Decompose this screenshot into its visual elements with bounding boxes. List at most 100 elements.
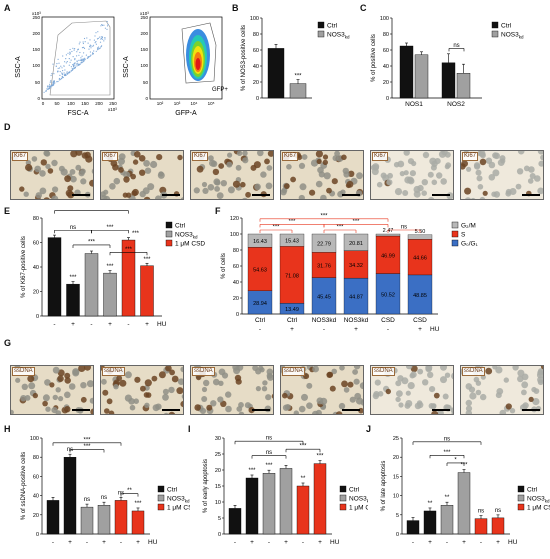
cell-nucleus (129, 404, 136, 411)
stacked-bar-segment (407, 274, 433, 315)
hu-label: HU (330, 539, 340, 546)
cell-nucleus (451, 410, 453, 414)
cell-nucleus (162, 393, 169, 401)
flow-event-dot (64, 69, 66, 71)
flow-event-dot (59, 79, 61, 81)
cell-nucleus (373, 391, 380, 398)
flow-event-dot (72, 64, 74, 67)
cell-nucleus (339, 366, 345, 371)
flow-event-dot (59, 74, 61, 76)
cell-nucleus (45, 163, 51, 170)
y-axis-label: % of cells (221, 253, 227, 279)
flow-event-dot (89, 55, 91, 57)
cell-nucleus (329, 385, 336, 392)
cell-nucleus (58, 396, 64, 402)
bar (399, 45, 414, 99)
cell-nucleus (465, 197, 471, 199)
cell-nucleus (495, 366, 503, 374)
cell-nucleus (485, 157, 493, 164)
cell-nucleus (201, 386, 208, 393)
segment-value-label: 34.32 (349, 263, 363, 269)
micrograph: NOS3kdKi67 (190, 150, 274, 200)
cell-nucleus (348, 170, 355, 177)
cell-nucleus (40, 159, 47, 166)
treatment-sign: - (302, 539, 304, 546)
cell-nucleus (377, 391, 384, 397)
flow-event-dot (83, 46, 85, 49)
cell-nucleus (315, 151, 323, 158)
flow-event-dot (72, 47, 74, 50)
flow-event-dot (89, 51, 91, 53)
cell-nucleus (480, 393, 487, 401)
stain-label: Ki67 (12, 152, 29, 161)
significance-label: ns (401, 225, 407, 231)
cell-nucleus (55, 387, 61, 393)
legend-label: G₀/G₁ (461, 241, 479, 248)
flow-event-dot (90, 47, 92, 49)
bar (46, 500, 60, 535)
cell-nucleus (266, 165, 273, 171)
cell-nucleus (32, 392, 38, 399)
bar (262, 473, 276, 535)
y-tick-label: 0 (36, 532, 39, 538)
flow-event-dot (62, 55, 64, 57)
flow-event-dot (70, 59, 72, 61)
cell-nucleus (427, 371, 434, 379)
stain-label: Ki67 (282, 152, 299, 161)
x-tick-label: Ctrl (287, 317, 298, 324)
flow-event-dot (48, 86, 51, 88)
cell-nucleus (505, 403, 512, 410)
cell-nucleus (72, 369, 80, 377)
legend-swatch (339, 503, 347, 511)
micrograph: CtrlssDNA (10, 365, 94, 415)
cell-nucleus (21, 383, 28, 390)
bar (289, 83, 307, 99)
cell-nucleus (123, 171, 131, 179)
cell-nucleus (218, 163, 225, 169)
micrograph-cells (194, 366, 273, 414)
significance-label: * (454, 457, 457, 463)
flow-event-dot (95, 43, 97, 45)
cell-nucleus (165, 366, 172, 372)
flow-event-dot (51, 73, 53, 75)
treatment-sign: + (284, 539, 288, 546)
flow-event-dot (53, 73, 55, 75)
cell-nucleus (130, 173, 136, 180)
cell-nucleus (168, 386, 175, 394)
cell-nucleus (45, 406, 51, 412)
significance-label: ns (84, 497, 90, 503)
treatment-sign: - (412, 539, 414, 546)
cell-nucleus (206, 404, 213, 411)
y-tick-label: 5 (218, 516, 221, 522)
treatment-sign: + (318, 539, 322, 546)
cell-nucleus (150, 160, 158, 169)
flow-event-dot (97, 46, 100, 48)
flow-event-dot (74, 59, 76, 61)
flow-event-dot (59, 71, 61, 73)
flow-event-dot (57, 71, 59, 73)
cell-nucleus (341, 380, 348, 388)
cell-nucleus (52, 186, 59, 193)
flow-event-dot (92, 52, 94, 54)
cell-nucleus (169, 369, 175, 376)
legend-label: Ctrl (501, 23, 512, 30)
cell-nucleus (359, 382, 363, 390)
panel-label-h: H (4, 424, 11, 434)
flow-event-dot (73, 67, 75, 69)
cell-nucleus (417, 401, 424, 409)
stain-label: Ki67 (372, 152, 389, 161)
cell-nucleus (402, 190, 409, 196)
legend-label: Ctrl (527, 487, 538, 494)
segment-value-label: 48.85 (413, 293, 427, 299)
stain-label: ssDNA (12, 367, 35, 376)
x-tick-label: NOS1 (405, 101, 423, 108)
flow-event-dot (45, 90, 47, 92)
flow2-ytick: 0 (145, 96, 148, 101)
legend-label: NOS3kd (167, 496, 190, 504)
significance-label: ns (453, 43, 459, 49)
flow-event-dot (74, 66, 77, 68)
flow-event-dot (67, 72, 69, 74)
cell-nucleus (335, 411, 343, 414)
micrograph: 1 μM CSD + HUssDNA (460, 365, 544, 415)
